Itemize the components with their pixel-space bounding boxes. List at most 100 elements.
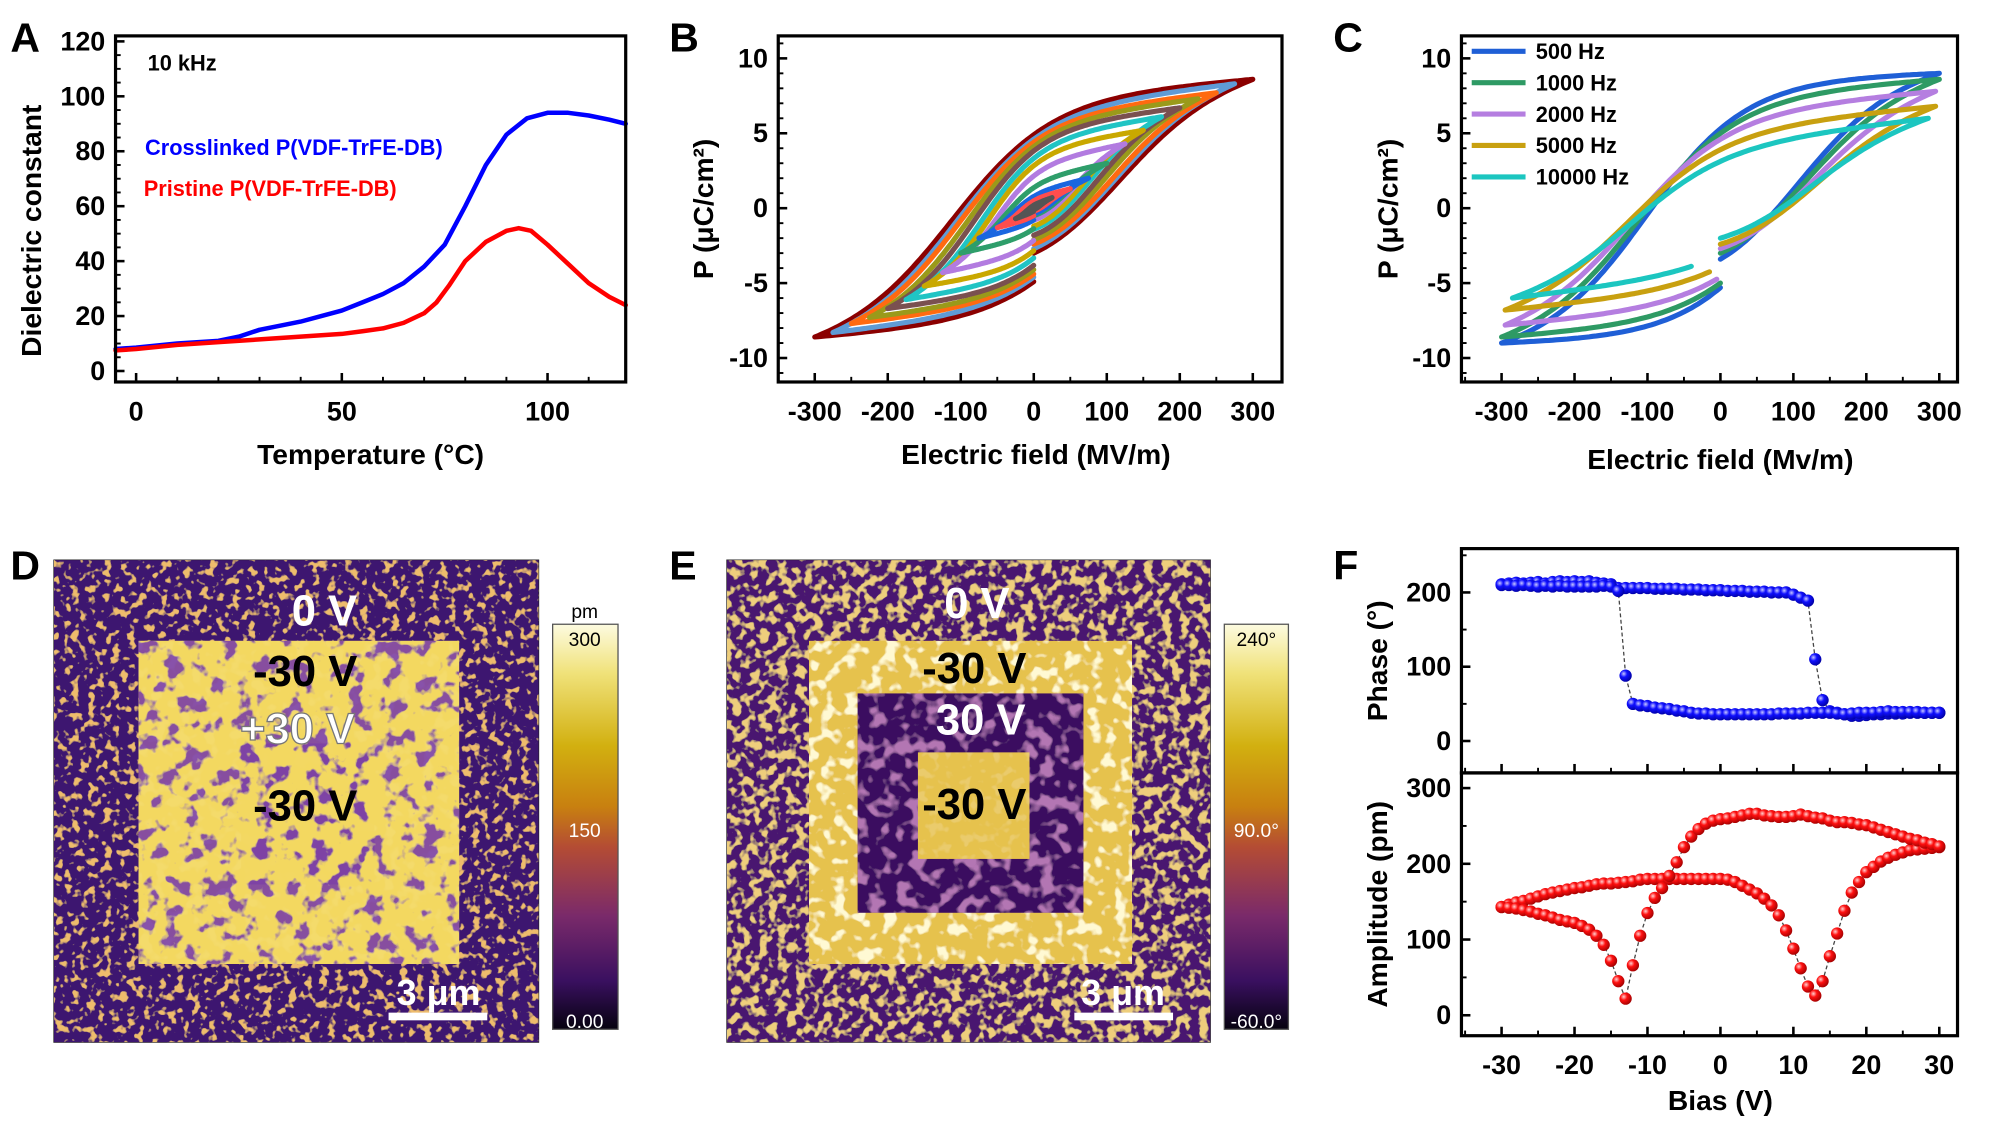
x-tick-label: 0 xyxy=(1713,396,1728,426)
e-colorbar-tick-min: -60.0° xyxy=(1231,1012,1283,1033)
amplitude-reverse-point xyxy=(1604,954,1618,967)
e-colorbar-tick-mid: 90.0° xyxy=(1234,821,1279,842)
hysteresis-loop-line xyxy=(1012,195,1055,222)
amplitude-reverse-point xyxy=(1670,856,1683,869)
panel-letter-f: F xyxy=(1333,542,1358,588)
x-tick-label: 30 xyxy=(1924,1050,1954,1080)
amplitude-reverse-point xyxy=(1677,840,1691,854)
x-tick-label: 100 xyxy=(1771,396,1816,426)
frequency-annotation: 10 kHz xyxy=(148,51,217,76)
panel-d-pfm-amplitude-image xyxy=(53,559,540,1043)
amplitude-forward-point xyxy=(1845,886,1858,899)
amplitude-reverse-point xyxy=(1634,929,1647,942)
x-tick-label: 10 xyxy=(1778,1050,1808,1080)
x-tick-label: -100 xyxy=(1621,396,1675,426)
x-tick-label: 200 xyxy=(1157,396,1202,426)
amplitude-forward-point xyxy=(1809,989,1822,1002)
d-label-minus30v-inner: -30 V xyxy=(253,782,357,830)
d-colorbar-unit: pm xyxy=(571,602,598,623)
hysteresis-loop-line xyxy=(1502,103,1939,313)
x-axis-title: Temperature (°C) xyxy=(257,438,484,470)
d-label-0v: 0 V xyxy=(292,588,357,636)
x-tick-label: -30 xyxy=(1482,1050,1521,1080)
d-colorbar-tick-max: 300 xyxy=(569,630,601,651)
hysteresis-loop-line xyxy=(848,90,1219,327)
amplitude-reverse-point xyxy=(1597,938,1610,951)
y-tick-label: 20 xyxy=(75,301,105,331)
x-tick-label: 50 xyxy=(327,396,357,426)
amplitude-forward-point xyxy=(1765,899,1778,912)
amplitude-reverse-point xyxy=(1655,881,1669,895)
connector-line xyxy=(1501,813,1940,1001)
y-tick-label: -10 xyxy=(1412,343,1451,373)
d-label-minus30v-outer: -30 V xyxy=(253,648,357,696)
x-tick-label: -10 xyxy=(1628,1050,1667,1080)
x-axis-title: Electric field (Mv/m) xyxy=(1587,443,1853,475)
amplitude-reverse-point xyxy=(1590,929,1603,942)
x-tick-label: 0 xyxy=(1713,1050,1728,1080)
y-axis-title: P (μC/cm²) xyxy=(687,139,719,279)
y-tick-label: 10 xyxy=(738,43,768,73)
panel-e-pfm-phase-image xyxy=(726,559,1211,1043)
amplitude-reverse-point xyxy=(1933,840,1946,853)
legend-label: 500 Hz xyxy=(1536,39,1605,64)
hysteresis-loop-line xyxy=(812,76,1256,340)
d-colorbar-tick-min: 0.00 xyxy=(566,1012,603,1033)
y-tick-label: 5 xyxy=(753,118,768,148)
x-tick-label: -200 xyxy=(1548,396,1602,426)
amplitude-reverse-point xyxy=(1612,975,1625,988)
y-tick-label: 100 xyxy=(60,81,105,111)
legend-label: 10000 Hz xyxy=(1536,165,1629,190)
e-scale-bar-label: 3 μm xyxy=(1081,973,1165,1013)
amplitude-forward-point xyxy=(1852,875,1866,889)
y-tick-label: 200 xyxy=(1406,577,1451,607)
hysteresis-loop-line xyxy=(1502,88,1939,328)
x-tick-label: 100 xyxy=(525,396,570,426)
phase-axis-title: Phase (°) xyxy=(1361,600,1393,721)
d-scale-bar xyxy=(388,1012,488,1021)
e-label-30v: 30 V xyxy=(936,696,1026,744)
x-tick-label: 20 xyxy=(1851,1050,1881,1080)
hysteresis-loop-line xyxy=(866,96,1201,321)
phase-reverse-point xyxy=(1612,584,1625,598)
panel-letter-a: A xyxy=(10,14,40,60)
panel-letter-b: B xyxy=(669,14,699,60)
y-tick-label: 0 xyxy=(753,193,768,223)
x-tick-label: -100 xyxy=(934,396,988,426)
e-colorbar xyxy=(1223,623,1290,1030)
amplitude-forward-point xyxy=(1823,950,1837,963)
y-tick-label: 100 xyxy=(1406,925,1451,955)
x-tick-label: 200 xyxy=(1844,396,1889,426)
amplitude-forward-point xyxy=(1794,962,1807,975)
amplitude-reverse-point xyxy=(1641,906,1654,920)
phase-forward-point xyxy=(1809,653,1822,666)
y-tick-label: 200 xyxy=(1406,849,1451,879)
amplitude-forward-point xyxy=(1816,975,1829,988)
poled-region-inner-holes xyxy=(241,743,375,885)
y-tick-label: 5 xyxy=(1436,118,1451,148)
y-tick-label: 0 xyxy=(1436,726,1451,756)
y-tick-label: -5 xyxy=(1427,268,1451,298)
amplitude-reverse-point xyxy=(1663,869,1676,883)
panel-letter-d: D xyxy=(10,542,40,588)
d-label-plus30v: +30 V xyxy=(240,705,355,753)
amplitude-reverse-point xyxy=(1619,992,1632,1005)
amplitude-reverse-point xyxy=(1648,891,1661,905)
x-axis-title: Bias (V) xyxy=(1668,1084,1773,1116)
crosslinked-series-line xyxy=(113,110,628,352)
panel-letter-c: C xyxy=(1333,14,1363,60)
phase-reverse-point xyxy=(1619,669,1632,682)
hysteresis-loop-line xyxy=(885,105,1183,312)
e-label-minus30v-inner: -30 V xyxy=(922,781,1026,829)
panel-a-plot-frame xyxy=(113,34,628,384)
y-tick-label: 100 xyxy=(1406,652,1451,682)
y-tick-label: 60 xyxy=(75,191,105,221)
y-tick-label: 0 xyxy=(1436,193,1451,223)
legend-label-pristine: Pristine P(VDF-TrFE-DB) xyxy=(144,176,397,201)
x-tick-label: 0 xyxy=(1026,396,1041,426)
d-colorbar xyxy=(552,623,619,1030)
phase-forward-point xyxy=(1816,693,1829,707)
amplitude-plot-frame xyxy=(1459,771,1960,1038)
x-tick-label: 100 xyxy=(1084,396,1129,426)
